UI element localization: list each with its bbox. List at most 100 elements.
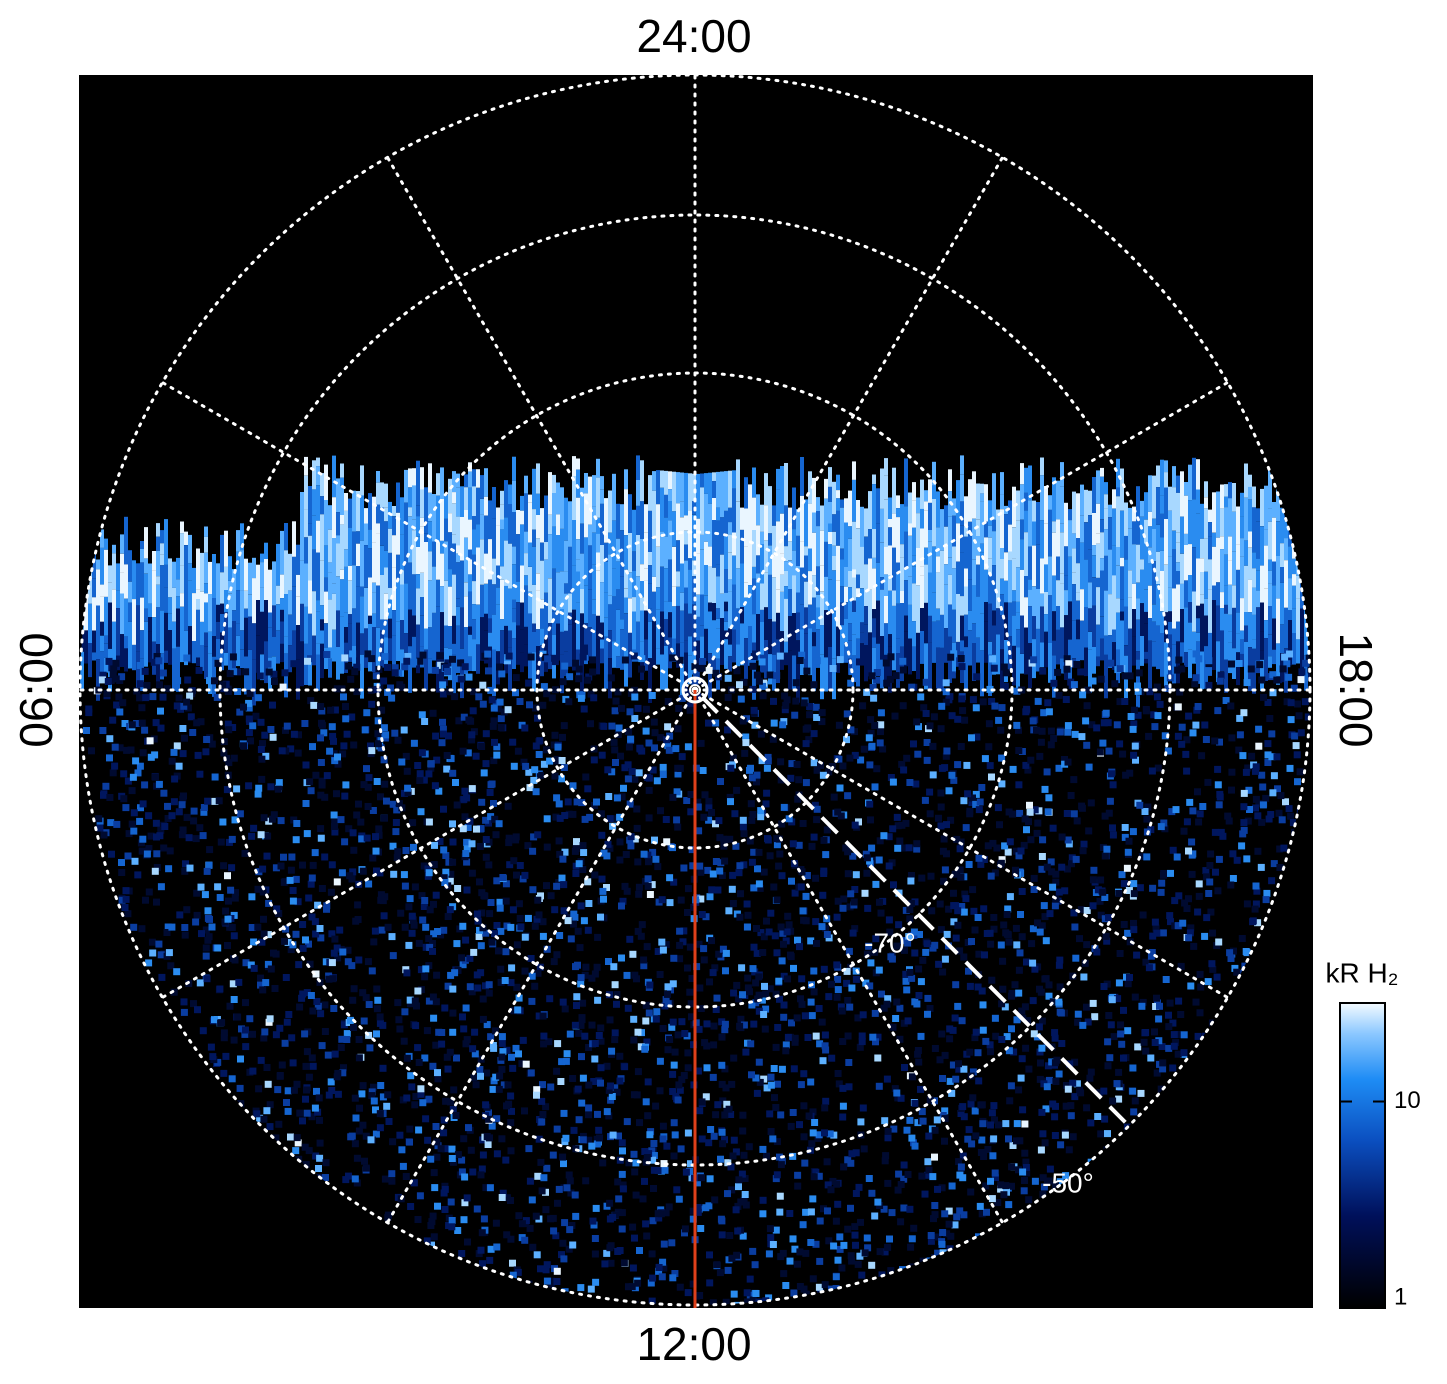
texture-cell bbox=[224, 530, 228, 567]
texture-cell bbox=[759, 1145, 767, 1153]
texture-cell bbox=[202, 944, 210, 952]
texture-cell bbox=[449, 985, 457, 993]
texture-cell bbox=[1157, 1085, 1165, 1093]
texture-cell bbox=[1300, 582, 1304, 609]
texture-cell bbox=[1076, 935, 1083, 943]
texture-cell bbox=[1111, 680, 1119, 688]
texture-cell bbox=[569, 1075, 577, 1082]
texture-cell bbox=[848, 538, 852, 571]
texture-cell bbox=[1245, 786, 1253, 794]
texture-cell bbox=[552, 611, 556, 635]
texture-cell bbox=[308, 523, 312, 536]
texture-cell bbox=[480, 514, 484, 540]
texture-cell bbox=[472, 752, 480, 760]
texture-cell bbox=[439, 730, 447, 738]
texture-cell bbox=[416, 659, 420, 674]
texture-cell bbox=[464, 582, 468, 597]
texture-cell bbox=[865, 942, 873, 950]
texture-cell bbox=[1016, 1137, 1024, 1145]
texture-cell bbox=[901, 1064, 908, 1071]
texture-cell bbox=[912, 780, 920, 788]
texture-cell bbox=[632, 1159, 640, 1167]
texture-cell bbox=[468, 487, 472, 520]
texture-cell bbox=[199, 832, 207, 840]
texture-cell bbox=[611, 1084, 619, 1092]
texture-cell bbox=[351, 668, 359, 676]
texture-cell bbox=[200, 591, 204, 622]
texture-cell bbox=[400, 497, 404, 535]
texture-cell bbox=[614, 688, 622, 696]
texture-cell bbox=[947, 816, 955, 824]
texture-cell bbox=[178, 801, 186, 809]
texture-cell bbox=[486, 789, 494, 796]
texture-cell bbox=[156, 584, 160, 608]
texture-cell bbox=[552, 1232, 560, 1240]
texture-cell bbox=[1176, 584, 1180, 622]
texture-cell bbox=[1100, 638, 1104, 661]
texture-cell bbox=[560, 722, 568, 730]
texture-cell bbox=[596, 458, 600, 478]
texture-cell bbox=[452, 643, 456, 655]
texture-cell bbox=[1140, 569, 1144, 583]
texture-cell bbox=[591, 1235, 599, 1242]
texture-cell bbox=[208, 740, 216, 748]
texture-cell bbox=[815, 1005, 823, 1012]
texture-cell bbox=[1020, 539, 1024, 570]
texture-cell bbox=[1067, 792, 1075, 799]
texture-cell bbox=[539, 918, 547, 926]
texture-cell bbox=[1050, 735, 1058, 742]
texture-cell bbox=[245, 699, 253, 707]
texture-cell bbox=[1255, 799, 1263, 807]
texture-cell bbox=[420, 903, 428, 910]
texture-cell bbox=[883, 679, 891, 687]
texture-cell bbox=[807, 998, 815, 1006]
texture-cell bbox=[752, 530, 756, 567]
texture-cell bbox=[1215, 938, 1223, 946]
texture-cell bbox=[1000, 663, 1008, 671]
texture-cell bbox=[976, 650, 980, 663]
texture-cell bbox=[224, 872, 231, 880]
texture-cell bbox=[1160, 633, 1164, 677]
texture-cell bbox=[603, 1108, 611, 1116]
texture-cell bbox=[912, 555, 916, 567]
texture-cell bbox=[1287, 812, 1295, 820]
texture-cell bbox=[509, 1259, 516, 1267]
texture-cell bbox=[1073, 1080, 1081, 1088]
texture-cell bbox=[624, 613, 628, 651]
texture-cell bbox=[464, 627, 468, 675]
texture-cell bbox=[908, 638, 912, 675]
texture-cell bbox=[99, 727, 107, 734]
texture-cell bbox=[924, 501, 928, 511]
texture-cell bbox=[1216, 677, 1224, 685]
texture-cell bbox=[1073, 817, 1081, 825]
texture-cell bbox=[514, 747, 522, 755]
texture-cell bbox=[1236, 714, 1244, 722]
texture-cell bbox=[1140, 603, 1144, 636]
texture-cell bbox=[496, 904, 504, 912]
texture-cell bbox=[336, 543, 340, 577]
texture-cell bbox=[716, 471, 720, 508]
texture-cell bbox=[475, 693, 483, 701]
texture-cell bbox=[1001, 1003, 1009, 1011]
texture-cell bbox=[108, 602, 112, 649]
texture-cell bbox=[732, 555, 736, 585]
texture-cell bbox=[153, 864, 161, 871]
texture-cell bbox=[1288, 620, 1292, 666]
texture-cell bbox=[220, 534, 224, 573]
texture-cell bbox=[646, 891, 654, 898]
texture-cell bbox=[429, 1062, 437, 1070]
texture-cell bbox=[323, 905, 330, 913]
texture-cell bbox=[414, 987, 422, 995]
texture-cell bbox=[377, 793, 384, 801]
texture-cell bbox=[448, 569, 452, 587]
texture-cell bbox=[716, 628, 720, 659]
texture-cell bbox=[1160, 870, 1168, 877]
texture-cell bbox=[1224, 605, 1228, 614]
texture-cell bbox=[392, 819, 400, 826]
texture-cell bbox=[629, 1223, 637, 1231]
texture-cell bbox=[836, 545, 840, 581]
texture-cell bbox=[688, 569, 692, 614]
texture-cell bbox=[1100, 616, 1104, 639]
texture-cell bbox=[444, 625, 448, 648]
texture-cell bbox=[112, 659, 120, 667]
